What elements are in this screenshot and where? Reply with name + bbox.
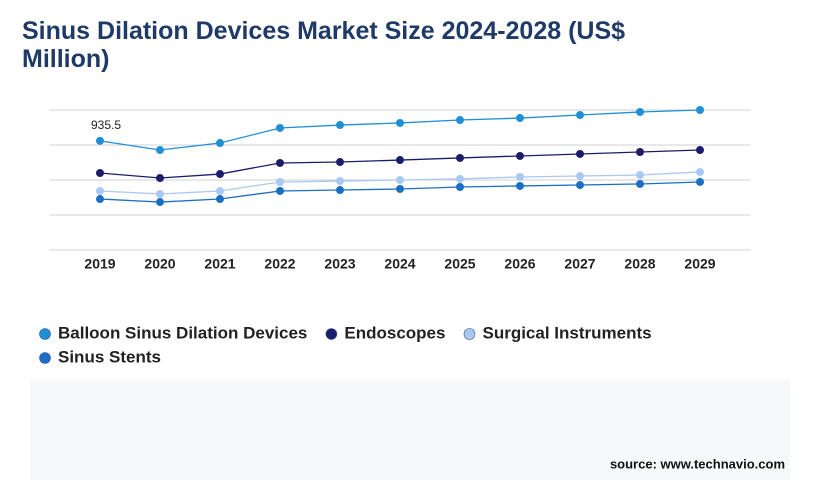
data-point	[696, 146, 704, 155]
chart-title: Sinus Dilation Devices Market Size 2024-…	[22, 17, 625, 73]
data-point	[516, 181, 524, 190]
data-point	[156, 190, 164, 198]
x-tick-label: 2022	[264, 256, 295, 272]
data-point	[276, 186, 284, 195]
x-tick-label: 2023	[324, 256, 355, 272]
data-point	[696, 177, 704, 186]
data-point	[276, 123, 284, 132]
x-tick-label: 2020	[144, 256, 175, 272]
data-point	[216, 139, 224, 148]
data-point	[456, 116, 464, 125]
data-point	[636, 170, 644, 179]
data-point	[696, 167, 704, 176]
data-point	[96, 169, 104, 177]
data-point	[216, 195, 224, 204]
data-point	[576, 111, 584, 120]
legend-label: Balloon Sinus Dilation Devices	[58, 323, 307, 342]
data-point	[336, 121, 344, 130]
data-point	[216, 186, 224, 195]
data-point	[396, 184, 404, 193]
data-point	[696, 106, 704, 114]
data-point	[216, 170, 224, 179]
series-line	[99, 109, 701, 151]
data-point	[156, 198, 164, 207]
legend-marker	[39, 352, 51, 364]
x-tick-label: 2026	[504, 256, 535, 272]
legend-label: Surgical Instruments	[482, 323, 651, 342]
x-tick-label: 2028	[624, 256, 655, 272]
data-point	[636, 179, 644, 188]
data-point	[636, 107, 644, 116]
data-point	[636, 148, 644, 156]
data-point	[456, 174, 464, 183]
legend-marker	[325, 328, 338, 340]
legend-marker	[463, 328, 476, 340]
footer-panel	[30, 380, 790, 480]
data-point	[576, 149, 584, 158]
x-tick-label: 2019	[84, 256, 115, 272]
legend-label: Endoscopes	[344, 323, 445, 342]
data-point	[96, 186, 104, 195]
source: source: www.technavio.com	[610, 456, 785, 471]
data-point	[396, 176, 404, 184]
x-tick-label: 2024	[384, 256, 415, 272]
data-point	[96, 195, 104, 204]
data-point	[396, 118, 404, 127]
data-point	[276, 158, 284, 167]
title-line: Million)	[22, 45, 109, 73]
data-point	[456, 153, 464, 162]
data-point	[156, 146, 164, 155]
x-tick-label: 2027	[564, 256, 595, 272]
data-point	[396, 156, 404, 165]
data-point	[276, 177, 284, 186]
data-point	[456, 183, 464, 191]
data-point	[516, 151, 524, 160]
data-point	[156, 174, 164, 183]
data-point	[516, 172, 524, 181]
x-tick-label: 2025	[444, 256, 475, 272]
x-tick-label: 2029	[684, 256, 715, 272]
data-point	[336, 186, 344, 195]
data-point	[576, 172, 584, 181]
data-label: 935.5	[91, 118, 121, 132]
data-point	[336, 158, 344, 167]
x-tick-label: 2021	[204, 256, 235, 272]
data-point	[96, 136, 104, 145]
legend-label: Sinus Stents	[58, 347, 161, 366]
data-point	[576, 181, 584, 190]
data-point	[516, 114, 524, 123]
title-line: Sinus Dilation Devices Market Size 2024-…	[22, 17, 625, 45]
data-point	[336, 177, 344, 186]
legend-marker	[39, 328, 51, 340]
